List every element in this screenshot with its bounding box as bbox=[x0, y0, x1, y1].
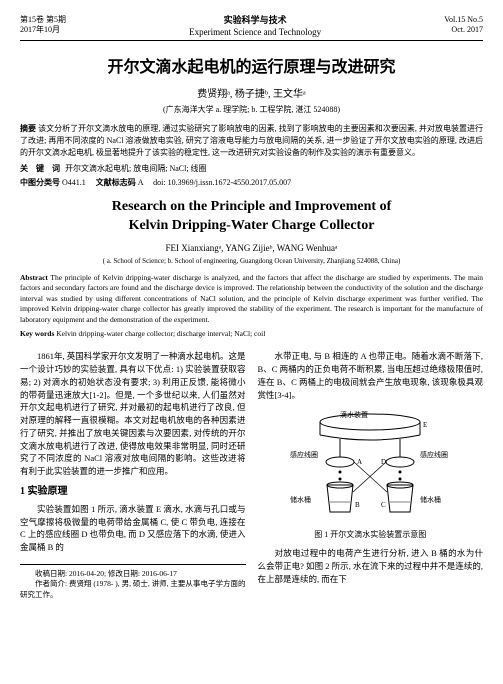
fig-label-d: 感应线圈 bbox=[420, 450, 448, 459]
abstract-en-block: Abstract The principle of Kelvin drippin… bbox=[20, 273, 483, 326]
clc-value: O441.1 bbox=[62, 178, 86, 187]
title-en-line1: Research on the Principle and Improvemen… bbox=[20, 198, 483, 216]
authors-en: FEI Xianxiangᵃ, YANG Zijieᵇ, WANG Wenhua… bbox=[20, 243, 483, 253]
footer-block: 收稿日期: 2016-04-20; 修改日期: 2016-06-17 作者简介:… bbox=[20, 564, 246, 601]
affiliation-en: ( a. School of Science; b. School of eng… bbox=[20, 257, 483, 265]
left-column: 1861年, 英国科学家开尔文发明了一种滴水起电机。这是一个设计巧妙的实验装置,… bbox=[20, 350, 246, 600]
volume-en: Vol.15 No.5 bbox=[444, 15, 483, 25]
para-2: 实验装置如图 1 所示, 滴水装置 E 滴水, 水滴与孔口或与空气摩擦将极微量的… bbox=[20, 503, 246, 554]
para-1: 1861年, 英国科学家开尔文发明了一种滴水起电机。这是一个设计巧妙的实验装置,… bbox=[20, 350, 246, 478]
doc-label: 文献标志码 bbox=[96, 178, 136, 187]
title-en: Research on the Principle and Improvemen… bbox=[20, 198, 483, 234]
fig-d: D bbox=[381, 458, 386, 466]
figure-1-svg: 滴水装置 E 感应线圈 A 感应线圈 D bbox=[285, 407, 455, 527]
abstract-cn-text: 该文分析了开尔文滴水放电的原理, 通过实验研究了影响放电的因素, 找到了影响放电… bbox=[20, 124, 483, 157]
right-column: 水带正电, 与 B 相连的 A 也带正电。随着水滴不断落下, B、C 两桶内的正… bbox=[258, 350, 484, 600]
keywords-cn-label: 关 键 词 bbox=[20, 164, 63, 173]
para-4: 对放电过程中的电荷产生进行分析, 进入 B 桶的水为什么会带正电? 如图 2 所… bbox=[258, 547, 484, 585]
body-columns: 1861年, 英国科学家开尔文发明了一种滴水起电机。这是一个设计巧妙的实验装置,… bbox=[20, 350, 483, 600]
abstract-cn-block: 摘要 该文分析了开尔文滴水放电的原理, 通过实验研究了影响放电的因素, 找到了影… bbox=[20, 123, 483, 159]
fig-label-e: 滴水装置 bbox=[340, 410, 368, 419]
classification-row: 中图分类号 O441.1 文献标志码 A doi: 10.3969/j.issn… bbox=[20, 177, 483, 188]
doc-value: A bbox=[138, 178, 143, 187]
author-info: 作者简介: 费贤翔 (1978- ), 男, 硕士, 讲师, 主要从事电子学方面… bbox=[20, 579, 246, 600]
clc-label: 中图分类号 bbox=[20, 178, 60, 187]
keywords-cn-block: 关 键 词 开尔文滴水起电机; 放电间隔; NaCl; 线圈 bbox=[20, 163, 483, 174]
header-center: 实验科学与技术 Experiment Science and Technolog… bbox=[189, 15, 321, 38]
title-cn: 开尔文滴水起电机的运行原理与改进研究 bbox=[20, 53, 483, 77]
authors-cn: 费贤翔ᵃ, 杨子捷ᵇ, 王文华ᵃ bbox=[20, 85, 483, 100]
fig-a: A bbox=[357, 458, 362, 466]
abstract-en-label: Abstract bbox=[20, 273, 48, 282]
keywords-en-text: Kelvin dripping-water charge collector; … bbox=[56, 329, 265, 338]
keywords-cn-text: 开尔文滴水起电机; 放电间隔; NaCl; 线圈 bbox=[65, 164, 207, 173]
fig-label-c: 储水桶 bbox=[420, 495, 441, 504]
fig-e: E bbox=[423, 421, 427, 429]
header-right: Vol.15 No.5 Oct. 2017 bbox=[444, 15, 483, 38]
abstract-en-text: The principle of Kelvin dripping-water d… bbox=[20, 273, 483, 324]
title-en-line2: Kelvin Dripping-Water Charge Collector bbox=[20, 217, 483, 235]
received-date: 收稿日期: 2016-04-20; 修改日期: 2016-06-17 bbox=[20, 569, 246, 580]
journal-en: Experiment Science and Technology bbox=[189, 27, 321, 39]
figure-1-caption: 图 1 开尔文滴水实验装置示意图 bbox=[258, 529, 484, 541]
running-header: 第15卷 第5期 2017年10月 实验科学与技术 Experiment Sci… bbox=[20, 15, 483, 41]
volume-cn: 第15卷 第5期 bbox=[20, 15, 66, 25]
fig-c: C bbox=[381, 501, 386, 509]
figure-1: 滴水装置 E 感应线圈 A 感应线圈 D bbox=[258, 407, 484, 541]
para-3: 水带正电, 与 B 相连的 A 也带正电。随着水滴不断落下, B、C 两桶内的正… bbox=[258, 350, 484, 401]
date-cn: 2017年10月 bbox=[20, 25, 66, 35]
section-1-title: 1 实验原理 bbox=[20, 484, 246, 499]
fig-b: B bbox=[355, 501, 360, 509]
keywords-en-block: Key words Kelvin dripping-water charge c… bbox=[20, 329, 483, 338]
fig-label-a: 感应线圈 bbox=[290, 450, 318, 459]
journal-cn: 实验科学与技术 bbox=[189, 15, 321, 27]
affiliation-cn: (广东海洋大学 a. 理学院; b. 工程学院, 湛江 524088) bbox=[20, 104, 483, 115]
keywords-en-label: Key words bbox=[20, 329, 54, 338]
abstract-cn-label: 摘要 bbox=[20, 124, 36, 133]
date-en: Oct. 2017 bbox=[444, 25, 483, 35]
header-left: 第15卷 第5期 2017年10月 bbox=[20, 15, 66, 38]
doi-value: doi: 10.3969/j.issn.1672-4550.2017.05.00… bbox=[153, 178, 291, 187]
fig-label-b: 储水桶 bbox=[290, 495, 311, 504]
